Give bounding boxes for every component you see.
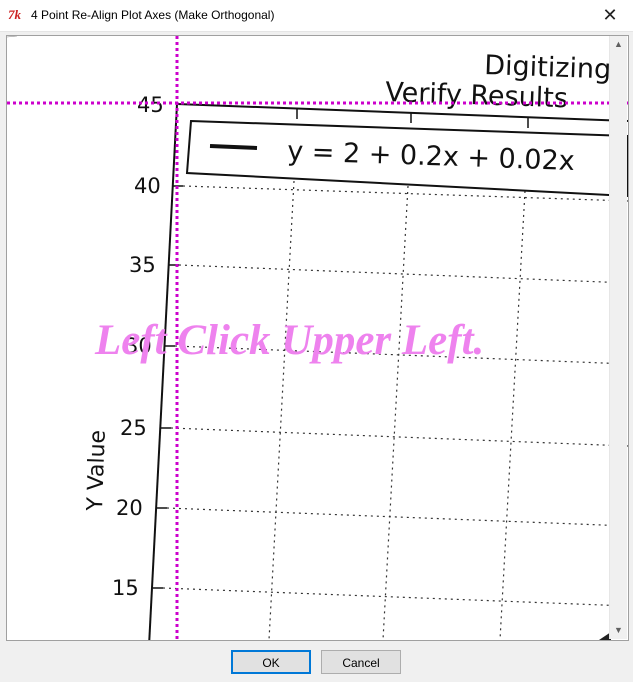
h-gridline	[166, 507, 628, 527]
title-bar: 7k 4 Point Re-Align Plot Axes (Make Orth…	[0, 0, 633, 32]
legend-box	[185, 119, 628, 198]
legend-line-swatch	[209, 144, 258, 150]
close-icon[interactable]: ✕	[602, 5, 618, 25]
y-tick-label: 25	[120, 416, 147, 440]
h-gridline	[162, 587, 628, 607]
h-gridline	[170, 427, 628, 447]
corner-tick	[7, 36, 18, 38]
plot-image[interactable]: y = 2 + 0.2x + 0.02x Digitizing Verify R…	[7, 36, 628, 640]
y-axis-label: Y Value	[83, 430, 111, 513]
y-tick-label: 35	[129, 253, 156, 277]
y-tick-label: 45	[137, 93, 164, 117]
vertical-scrollbar[interactable]: ▲ ▼	[609, 36, 627, 639]
h-gridline	[182, 185, 628, 202]
y-tick-label: 20	[116, 496, 143, 520]
button-bar: OK Cancel	[0, 640, 633, 682]
y-tick-label: 15	[112, 576, 139, 600]
scroll-down-icon[interactable]: ▼	[614, 625, 623, 635]
y-axis-line	[148, 103, 178, 640]
plot-title-line1: Digitizing	[484, 50, 612, 85]
top-axis-line	[176, 103, 628, 122]
plot-frame: y = 2 + 0.2x + 0.02x Digitizing Verify R…	[7, 36, 628, 640]
instruction-overlay-text: Left Click Upper Left.	[94, 317, 484, 364]
tk-feather-icon: 7k	[8, 7, 21, 22]
corner-marker	[599, 632, 611, 640]
h-gridline	[178, 264, 628, 284]
v-gridline	[382, 185, 409, 640]
plot-title-line2: Verify Results	[385, 77, 569, 114]
y-tick-label: 40	[134, 174, 161, 198]
window-title: 4 Point Re-Align Plot Axes (Make Orthogo…	[31, 8, 275, 22]
plot-canvas[interactable]: y = 2 + 0.2x + 0.02x Digitizing Verify R…	[6, 35, 629, 641]
v-gridline	[499, 190, 526, 640]
cancel-button[interactable]: Cancel	[321, 650, 401, 674]
y-tick-label: 30	[125, 334, 152, 358]
v-gridline	[268, 180, 295, 640]
ok-button[interactable]: OK	[231, 650, 311, 674]
scroll-up-icon[interactable]: ▲	[614, 39, 623, 49]
